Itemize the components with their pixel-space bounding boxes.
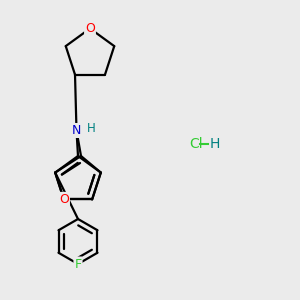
Text: H: H (87, 122, 96, 135)
Text: O: O (59, 193, 69, 206)
Text: O: O (85, 22, 95, 35)
Text: F: F (74, 257, 82, 271)
Text: N: N (72, 124, 81, 137)
Text: H: H (210, 137, 220, 151)
Text: O: O (59, 193, 69, 206)
Text: Cl: Cl (189, 137, 202, 151)
